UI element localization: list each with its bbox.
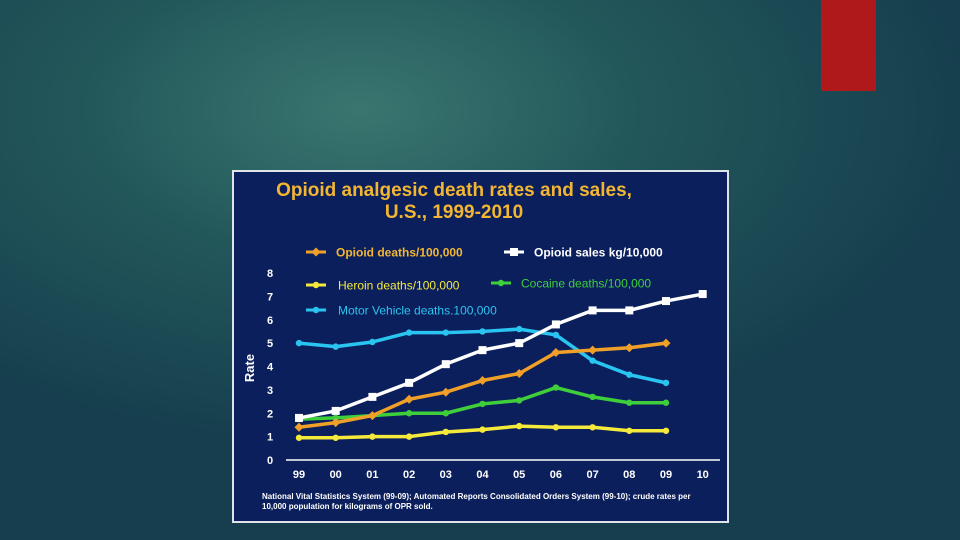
data-point [295,339,303,347]
legend-label: Heroin deaths/100,000 [338,279,460,293]
data-point [662,399,670,406]
data-point [516,422,523,430]
data-point [312,306,320,314]
chart-title-line-2: U.S., 1999-2010 [384,202,524,223]
data-point [331,406,340,415]
data-point [625,306,634,315]
data-point [405,329,413,336]
data-point [442,329,449,336]
legend-label: Opioid sales kg/10,000 [534,246,663,260]
data-point [332,343,339,350]
y-tick-label: 3 [267,385,273,397]
data-point [588,345,598,355]
data-point [442,410,449,417]
data-point [479,426,486,433]
data-point [552,424,560,431]
x-tick-label: 05 [513,469,525,481]
y-tick-label: 7 [267,291,273,303]
legend-label: Cocaine deaths/100,000 [521,277,651,291]
chart-figure: Opioid analgesic death rates and sales, … [232,170,729,523]
y-tick-label: 2 [267,408,273,420]
data-point [479,400,486,408]
data-point [662,379,670,387]
x-tick-label: 06 [550,469,562,481]
data-point [516,325,523,333]
data-point [662,297,670,306]
data-point [295,413,303,422]
data-point [441,387,451,397]
data-point [698,290,707,299]
data-point [312,281,320,289]
data-point [624,343,634,353]
data-point [311,247,321,257]
series-line [297,292,705,420]
data-point [332,434,339,441]
x-tick-label: 00 [330,469,342,481]
data-point [514,369,524,379]
data-point [551,320,560,329]
data-point [331,418,341,428]
x-tick-label: 99 [293,469,305,481]
data-point [552,331,560,339]
data-point [405,410,413,417]
y-tick-label: 8 [267,268,273,280]
data-point [588,306,597,315]
legend-label: Opioid deaths/100,000 [336,246,463,260]
y-tick-label: 1 [267,432,273,444]
x-tick-label: 01 [366,469,378,481]
data-point [367,411,377,421]
data-point [405,433,413,440]
x-tick-label: 09 [660,469,672,481]
x-tick-label: 07 [586,469,598,481]
data-point [497,279,505,287]
data-point [369,338,376,346]
data-point [661,338,671,348]
data-point [294,422,304,432]
data-point [626,371,633,378]
y-tick-label: 4 [267,362,274,374]
data-point [295,434,303,441]
data-point [516,397,523,404]
data-point [552,384,560,391]
data-point [662,427,670,434]
chart-source-note: National Vital Statistics System (99-09)… [262,492,691,511]
legend-label: Motor Vehicle deaths.100,000 [338,304,497,318]
data-point [626,399,633,406]
data-point [478,376,487,386]
x-tick-label: 10 [697,469,709,481]
chart-title: Opioid analgesic death rates and sales, … [234,180,674,224]
data-point [368,392,377,401]
data-point [589,357,596,364]
data-point [478,346,487,355]
data-point [404,394,414,404]
data-point [369,433,376,440]
data-point [589,424,596,431]
data-point [479,328,486,335]
y-tick-label: 6 [267,315,273,327]
data-point [626,427,633,434]
x-tick-label: 03 [440,469,452,481]
data-point [442,428,449,436]
series-line [297,327,668,385]
data-point [332,414,339,422]
x-tick-label: 02 [403,469,415,481]
chart-title-line-1: Opioid analgesic death rates and sales, [276,180,632,201]
y-tick-label: 5 [267,338,273,350]
data-point [589,393,596,401]
x-tick-label: 08 [623,469,635,481]
slide-accent-bar [821,0,876,91]
data-point [441,360,450,369]
data-point [515,339,524,348]
x-tick-label: 04 [476,469,489,481]
data-point [510,248,518,256]
series-line [297,341,668,430]
data-point [551,347,561,357]
data-point [405,378,414,387]
y-tick-label: 0 [267,455,273,467]
y-axis-label: Rate [242,354,257,382]
